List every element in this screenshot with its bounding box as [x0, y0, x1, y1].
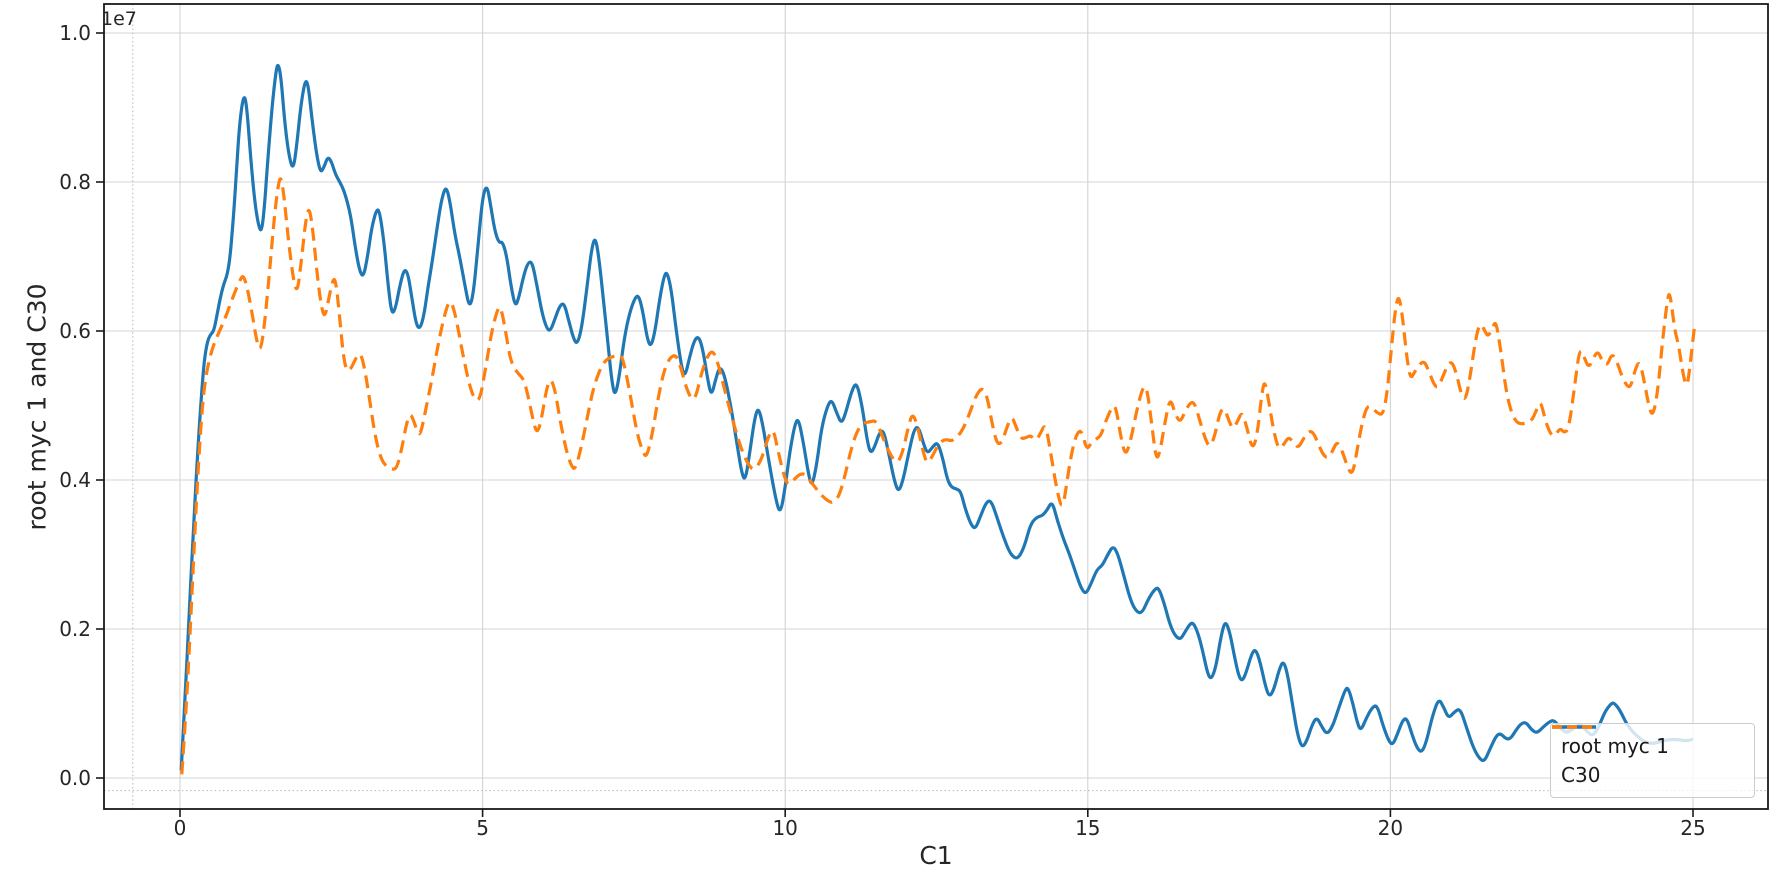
legend-entry-root-myc-1: root myc 1	[1552, 725, 1744, 760]
x-axis-label: C1	[919, 841, 953, 870]
x-tick-label: 0	[173, 816, 187, 840]
axes-spines	[103, 3, 1769, 810]
x-tick-label: 20	[1377, 816, 1404, 840]
y-axis-label: root myc 1 and C30	[22, 283, 52, 531]
legend-label: root myc 1	[1561, 733, 1669, 758]
x-tick-label: 15	[1075, 816, 1101, 840]
y-tick-label: 0.8	[59, 170, 91, 194]
series-line-c30	[180, 177, 1696, 775]
y-tick-label: 0.4	[59, 468, 91, 492]
legend-entry-c30: C30	[1552, 725, 1744, 790]
x-tick-label: 5	[476, 816, 489, 840]
y-tick-label: 0.6	[59, 319, 91, 343]
y-tick-label: 1.0	[59, 21, 91, 45]
y-axis-offset-text: 1e7	[101, 8, 137, 30]
legend[interactable]: root myc 1 C30	[1550, 723, 1755, 798]
x-tick-label: 25	[1680, 816, 1706, 840]
legend-label: C30	[1561, 763, 1601, 788]
legend-line-dashed-icon	[1552, 725, 1596, 729]
y-tick-label: 0.2	[59, 617, 91, 641]
x-tick-label: 10	[772, 816, 798, 840]
y-tick-label: 0.0	[59, 766, 91, 790]
series-line-root-myc-1	[179, 63, 1694, 771]
